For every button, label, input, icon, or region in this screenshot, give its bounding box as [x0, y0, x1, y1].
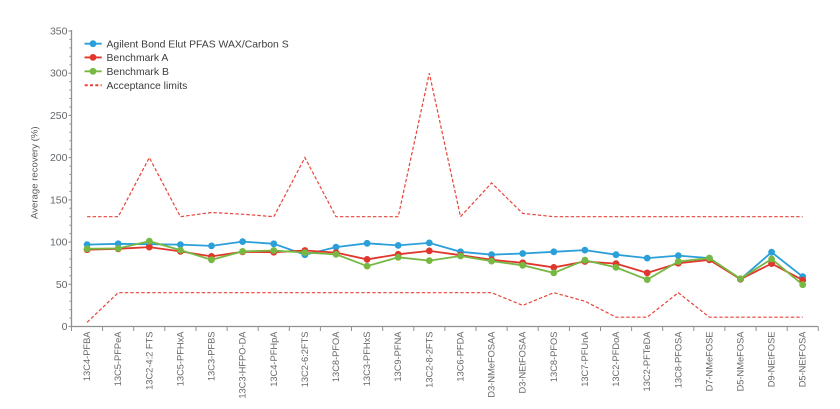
svg-text:D3-NEtFOSAA: D3-NEtFOSAA	[518, 331, 528, 394]
svg-text:13C2-8-2FTS: 13C2-8-2FTS	[424, 332, 434, 388]
svg-text:Acceptance limits: Acceptance limits	[107, 81, 188, 92]
svg-text:D5-NEtFOSA: D5-NEtFOSA	[798, 331, 808, 388]
svg-text:13C4-PFBA: 13C4-PFBA	[82, 331, 92, 381]
svg-text:0: 0	[62, 321, 68, 333]
svg-text:13C3-HFPO-DA: 13C3-HFPO-DA	[238, 331, 248, 399]
svg-text:13C5-PFPeA: 13C5-PFPeA	[113, 331, 123, 387]
svg-text:13C2-PFTeDA: 13C2-PFTeDA	[642, 331, 652, 392]
svg-text:13C3-PFBS: 13C3-PFBS	[207, 332, 217, 382]
svg-text:100: 100	[50, 237, 68, 249]
svg-text:13C9-PFNA: 13C9-PFNA	[393, 331, 403, 382]
svg-text:Average recovery (%): Average recovery (%)	[30, 126, 41, 219]
svg-text:13C2-PFDoA: 13C2-PFDoA	[611, 331, 621, 387]
svg-text:13C8-PFOSA: 13C8-PFOSA	[673, 331, 683, 389]
svg-text:350: 350	[50, 26, 68, 38]
svg-text:D9-NEtFOSE: D9-NEtFOSE	[767, 332, 777, 388]
svg-text:Benchmark A: Benchmark A	[107, 53, 169, 64]
svg-text:250: 250	[50, 110, 68, 122]
svg-text:13C2-6:2FTS: 13C2-6:2FTS	[300, 332, 310, 388]
svg-text:D3-NMeFOSAA: D3-NMeFOSAA	[487, 331, 497, 398]
svg-text:Benchmark B: Benchmark B	[107, 67, 169, 78]
svg-text:D7-NMeFOSE: D7-NMeFOSE	[704, 332, 714, 392]
svg-text:13C7-PFUnA: 13C7-PFUnA	[580, 331, 590, 387]
svg-text:50: 50	[56, 279, 68, 291]
svg-text:D5-NMeFOSA: D5-NMeFOSA	[736, 331, 746, 392]
svg-text:300: 300	[50, 68, 68, 80]
svg-text:13C8-PFOA: 13C8-PFOA	[331, 331, 341, 382]
svg-text:200: 200	[50, 152, 68, 164]
svg-text:13C6-PFDA: 13C6-PFDA	[456, 331, 466, 382]
svg-text:13C2-4:2 FTS: 13C2-4:2 FTS	[144, 332, 154, 390]
svg-text:13C4-PFHpA: 13C4-PFHpA	[269, 331, 279, 387]
svg-text:150: 150	[50, 194, 68, 206]
svg-text:13C8-PFOS: 13C8-PFOS	[549, 332, 559, 383]
svg-text:13C3-PFHxS: 13C3-PFHxS	[362, 332, 372, 387]
svg-text:Agilent Bond Elut PFAS WAX/Car: Agilent Bond Elut PFAS WAX/Carbon S	[107, 39, 289, 50]
svg-text:13C5-PFHxA: 13C5-PFHxA	[175, 331, 185, 387]
